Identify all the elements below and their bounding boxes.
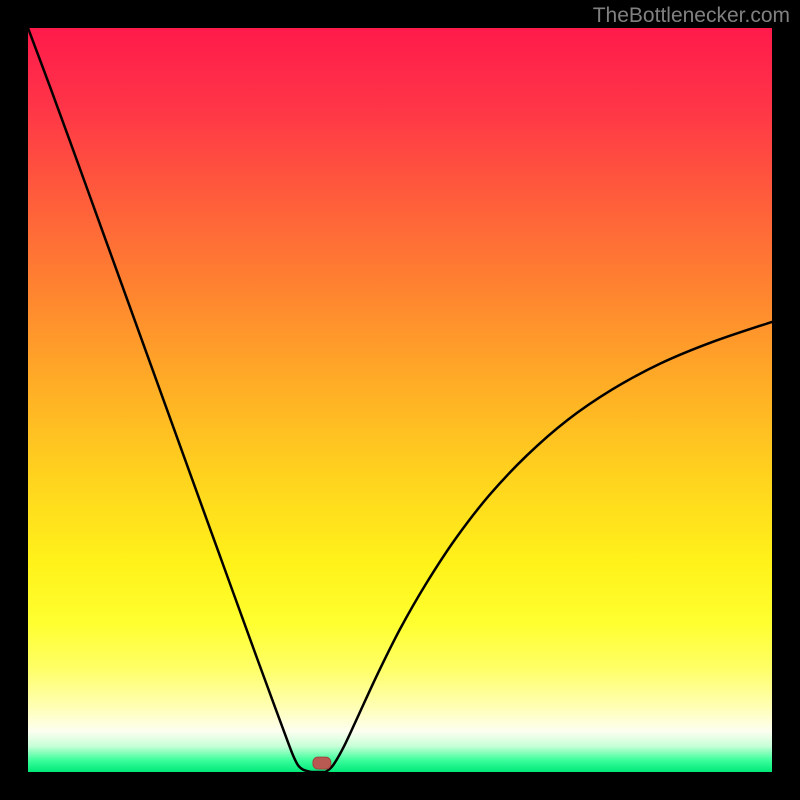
curve-layer <box>28 28 772 772</box>
watermark-label: TheBottlenecker.com <box>593 4 790 28</box>
plot-area <box>28 28 772 772</box>
curve-left-branch <box>28 28 311 772</box>
chart-frame: TheBottlenecker.com <box>0 0 800 800</box>
curve-right-branch <box>326 322 772 772</box>
optimum-marker <box>313 757 331 769</box>
